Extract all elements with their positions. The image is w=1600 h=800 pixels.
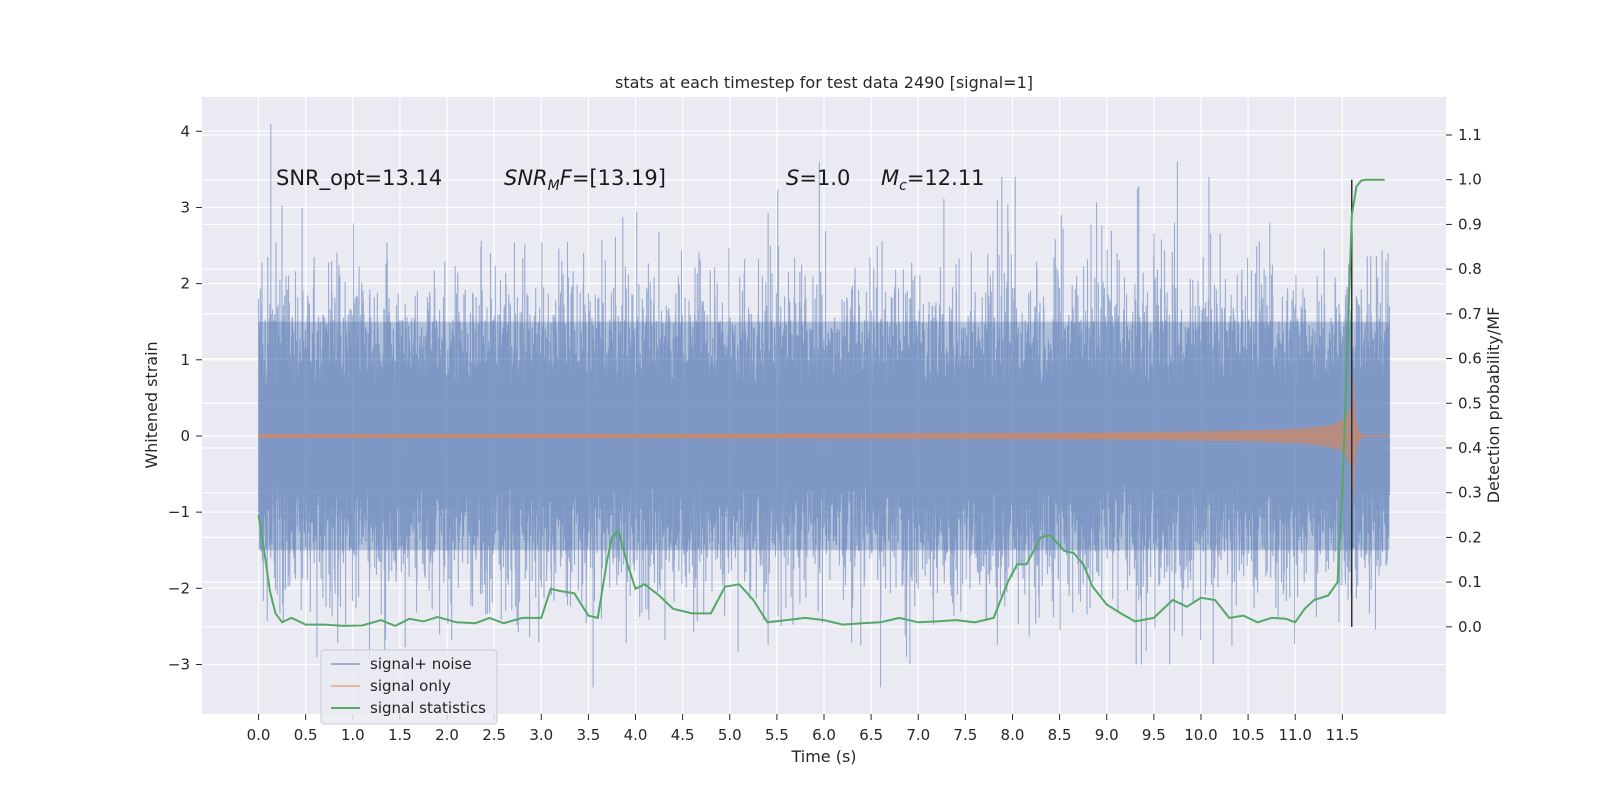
- series-signal-statistics: [257, 178, 1385, 627]
- x-tick-label: 6.0: [812, 726, 836, 744]
- series-layer: [257, 123, 1391, 688]
- y-right-tick-label: 0.7: [1458, 305, 1482, 323]
- x-tick-label: 11.0: [1279, 726, 1312, 744]
- annotation-mc-value: =12.11: [907, 166, 985, 190]
- y-left-tick-label: 0: [180, 427, 190, 445]
- x-tick-label: 1.0: [341, 726, 365, 744]
- y-right-tick-label: 0.3: [1458, 484, 1482, 502]
- y-left-tick-label: 1: [180, 351, 190, 369]
- x-tick-label: 6.5: [859, 726, 883, 744]
- y-right-tick-label: 1.1: [1458, 126, 1482, 144]
- x-tick-label: 7.5: [953, 726, 977, 744]
- y-right-tick-label: 1.0: [1458, 171, 1482, 189]
- legend-box: [320, 649, 498, 725]
- legend-label-signal-only: signal only: [370, 677, 451, 695]
- legend-label-signal-statistics: signal statistics: [370, 699, 486, 717]
- annotation-snr-mf-symbol-2: F: [560, 166, 573, 190]
- y-left-tick-label: 3: [180, 198, 190, 216]
- x-tick-label: 1.5: [388, 726, 412, 744]
- x-axis-label: Time (s): [790, 747, 856, 766]
- x-tick-label: 7.0: [906, 726, 930, 744]
- x-tick-label: 11.5: [1326, 726, 1359, 744]
- y-left-tick-label: 4: [180, 122, 190, 140]
- y-right-tick-label: 0.9: [1458, 215, 1482, 233]
- annotation-snr-mf-subscript: M: [548, 178, 560, 194]
- x-tick-label: 5.0: [718, 726, 742, 744]
- annotation-s-value: =1.0: [799, 166, 850, 190]
- annotation-s: S=1.0: [786, 166, 850, 190]
- y-right-tick-label: 0.4: [1458, 439, 1482, 457]
- x-tick-label: 3.0: [529, 726, 553, 744]
- x-tick-label: 10.5: [1231, 726, 1264, 744]
- y-axis-left: −3 −2 −1 0 1 2 3 4: [168, 122, 202, 673]
- y-left-tick-label: −2: [168, 579, 190, 597]
- annotation-snr-mf-value: =[13.19]: [572, 166, 666, 190]
- x-tick-label: 9.5: [1142, 726, 1166, 744]
- annotation-snr-mf-symbol: SNR: [504, 166, 548, 190]
- x-tick-label: 10.0: [1184, 726, 1217, 744]
- x-tick-label: 8.5: [1048, 726, 1072, 744]
- y-right-tick-label: 0.1: [1458, 573, 1482, 591]
- annotation-s-symbol: S: [786, 166, 799, 190]
- x-tick-label: 2.0: [435, 726, 459, 744]
- y-left-tick-label: −1: [168, 503, 190, 521]
- x-tick-label: 3.5: [576, 726, 600, 744]
- y-left-tick-label: −3: [168, 655, 190, 673]
- chart-title: stats at each timestep for test data 249…: [615, 73, 1033, 92]
- annotation-mc-subscript: c: [899, 178, 907, 194]
- y-right-tick-label: 0.2: [1458, 528, 1482, 546]
- annotation-snr-opt: SNR_opt=13.14: [276, 166, 442, 191]
- y-axis-label-right: Detection probability/MF: [1484, 307, 1503, 504]
- x-tick-label: 4.5: [671, 726, 695, 744]
- y-axis-right: 0.0 0.1 0.2 0.3 0.4 0.5 0.6 0.7 0.8 0.9 1.0 1.1: [1446, 126, 1482, 636]
- x-tick-label: 5.5: [765, 726, 789, 744]
- legend-label-signal-noise: signal+ noise: [370, 655, 472, 673]
- y-right-tick-label: 0.0: [1458, 618, 1482, 636]
- x-tick-label: 0.0: [247, 726, 271, 744]
- annotation-snr-mf: SNRMF=[13.19]: [504, 166, 666, 194]
- y-right-tick-label: 0.5: [1458, 394, 1482, 412]
- x-tick-label: 4.0: [624, 726, 648, 744]
- x-tick-label: 0.5: [294, 726, 318, 744]
- annotation-mc-symbol: M: [881, 166, 899, 190]
- x-tick-label: 2.5: [482, 726, 506, 744]
- legend: signal+ noise signal only signal statist…: [320, 649, 498, 725]
- y-axis-label-left: Whitened strain: [142, 341, 161, 468]
- y-left-tick-label: 2: [180, 275, 190, 293]
- x-tick-label: 8.0: [1001, 726, 1025, 744]
- x-tick-label: 9.0: [1095, 726, 1119, 744]
- x-axis: 0.0 0.5 1.0 1.5 2.0 2.5 3.0 3.5 4.0 4.5 5.0 5.5 6.0 6…: [247, 714, 1359, 744]
- y-right-tick-label: 0.8: [1458, 260, 1482, 278]
- y-right-tick-label: 0.6: [1458, 350, 1482, 368]
- annotation-mc: Mc=12.11: [881, 166, 985, 194]
